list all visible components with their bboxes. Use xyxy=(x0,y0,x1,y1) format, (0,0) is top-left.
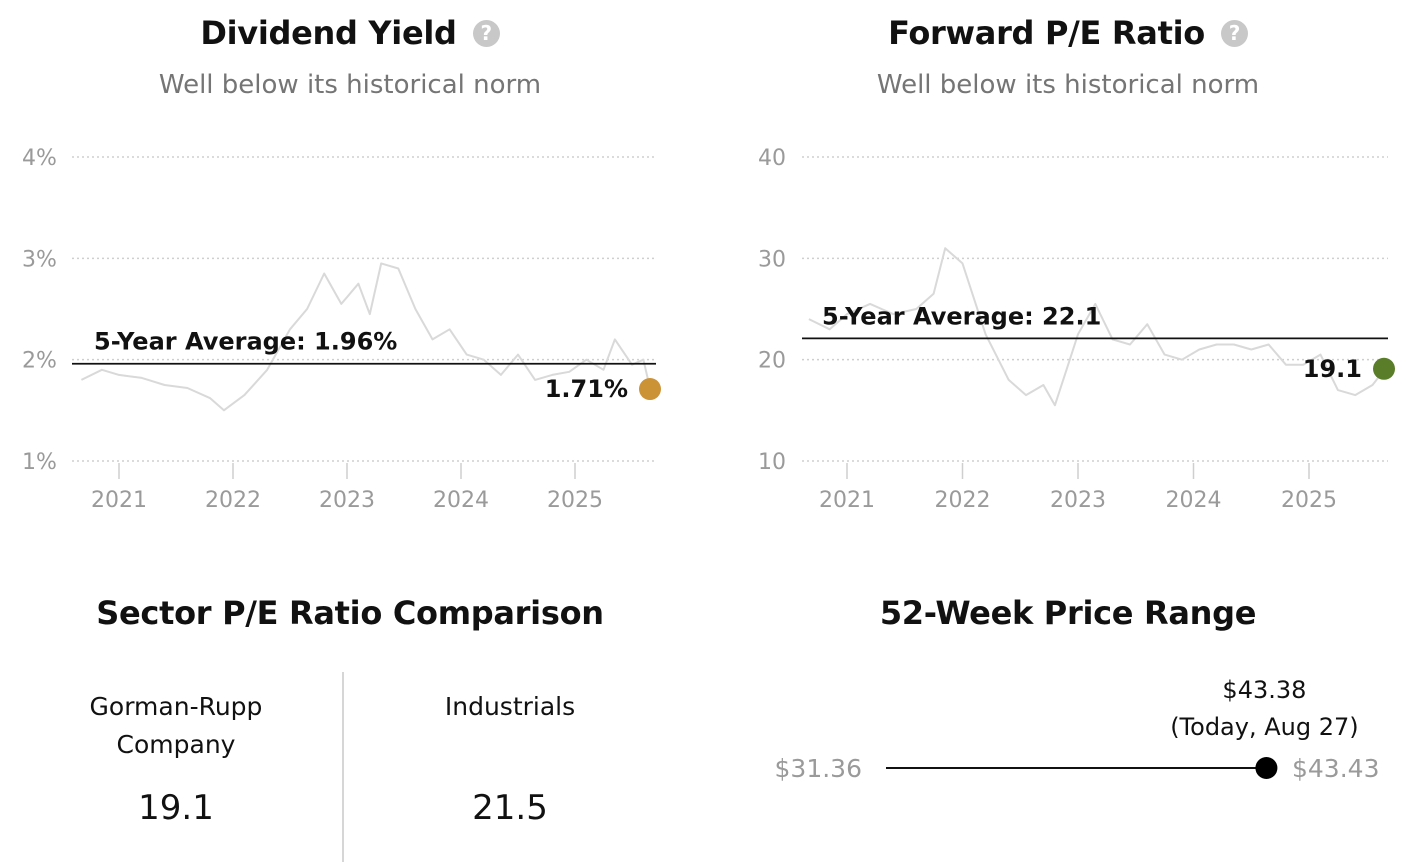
series-line xyxy=(80,262,652,412)
sector-pe-value: 21.5 xyxy=(472,788,548,828)
x-tick-label: 2023 xyxy=(1050,488,1106,513)
y-tick-label: 2% xyxy=(22,349,57,374)
dividend-yield-subtitle: Well below its historical norm xyxy=(158,70,542,100)
current-price-note: (Today, Aug 27) xyxy=(1170,713,1358,741)
forward-pe-title: Forward P/E Ratio? xyxy=(718,14,1418,52)
y-tick-label: 30 xyxy=(758,247,786,272)
current-price-dot xyxy=(1255,757,1278,779)
sector-pe-title: Sector P/E Ratio Comparison xyxy=(96,594,604,632)
current-value-label: 1.71% xyxy=(545,375,628,403)
x-tick-label: 2022 xyxy=(935,488,991,513)
y-tick-label: 40 xyxy=(758,146,786,171)
sector-pe-panel: Sector P/E Ratio Comparison Gorman-Rupp … xyxy=(0,580,700,862)
current-value-label: 19.1 xyxy=(1303,355,1362,383)
x-tick-label: 2024 xyxy=(1166,488,1222,513)
average-label: 5-Year Average: 1.96% xyxy=(94,328,397,356)
x-tick-label: 2022 xyxy=(205,488,261,513)
average-label: 5-Year Average: 22.1 xyxy=(822,302,1101,330)
forward-pe-subtitle: Well below its historical norm xyxy=(876,70,1260,100)
x-tick-label: 2025 xyxy=(547,488,603,513)
current-value-dot xyxy=(639,378,661,401)
y-tick-label: 3% xyxy=(22,247,57,272)
x-tick-label: 2025 xyxy=(1281,488,1337,513)
dividend-yield-chart: 1% 2% 3% 4% 2021 2022 2023 2024 2025 5-Year Avera… xyxy=(22,146,661,513)
price-range-title: 52-Week Price Range xyxy=(879,594,1257,632)
x-tick-label: 2021 xyxy=(819,488,875,513)
sector-column: Industrials 21.5 xyxy=(394,688,626,862)
company-column: Gorman-Rupp Company 19.1 xyxy=(60,688,292,862)
question-circle-icon[interactable]: ? xyxy=(1220,20,1248,47)
price-range-panel: 52-Week Price Range $31.36 $43.43 $43.38 (T… xyxy=(718,580,1418,862)
x-tick-label: 2021 xyxy=(91,488,147,513)
sector-name: Industrials xyxy=(444,692,576,721)
current-price-label: $43.38 xyxy=(1222,676,1306,704)
company-pe-value: 19.1 xyxy=(138,788,214,828)
forward-pe-chart: 10 20 30 40 2021 2022 2023 2024 2025 5-Year Avera… xyxy=(758,146,1395,513)
current-value-dot xyxy=(1373,357,1395,380)
range-high-label: $43.43 xyxy=(1292,754,1379,783)
question-circle-icon[interactable]: ? xyxy=(472,20,500,47)
column-divider xyxy=(342,672,344,862)
price-range-chart: $31.36 $43.43 $43.38 (Today, Aug 27) xyxy=(775,676,1380,783)
x-tick-label: 2024 xyxy=(433,488,489,513)
range-low-label: $31.36 xyxy=(775,754,862,783)
forward-pe-panel: Forward P/E Ratio? Well below its histor… xyxy=(718,0,1418,540)
series-line xyxy=(808,247,1386,407)
dividend-yield-panel: Dividend Yield? Well below its historica… xyxy=(0,0,700,540)
company-name: Gorman-Rupp Company xyxy=(89,692,263,759)
y-tick-label: 1% xyxy=(22,450,57,475)
x-tick-label: 2023 xyxy=(319,488,375,513)
y-tick-label: 4% xyxy=(22,146,57,171)
y-tick-label: 20 xyxy=(758,349,786,374)
dividend-yield-title: Dividend Yield? xyxy=(0,14,700,52)
y-tick-label: 10 xyxy=(758,450,786,475)
